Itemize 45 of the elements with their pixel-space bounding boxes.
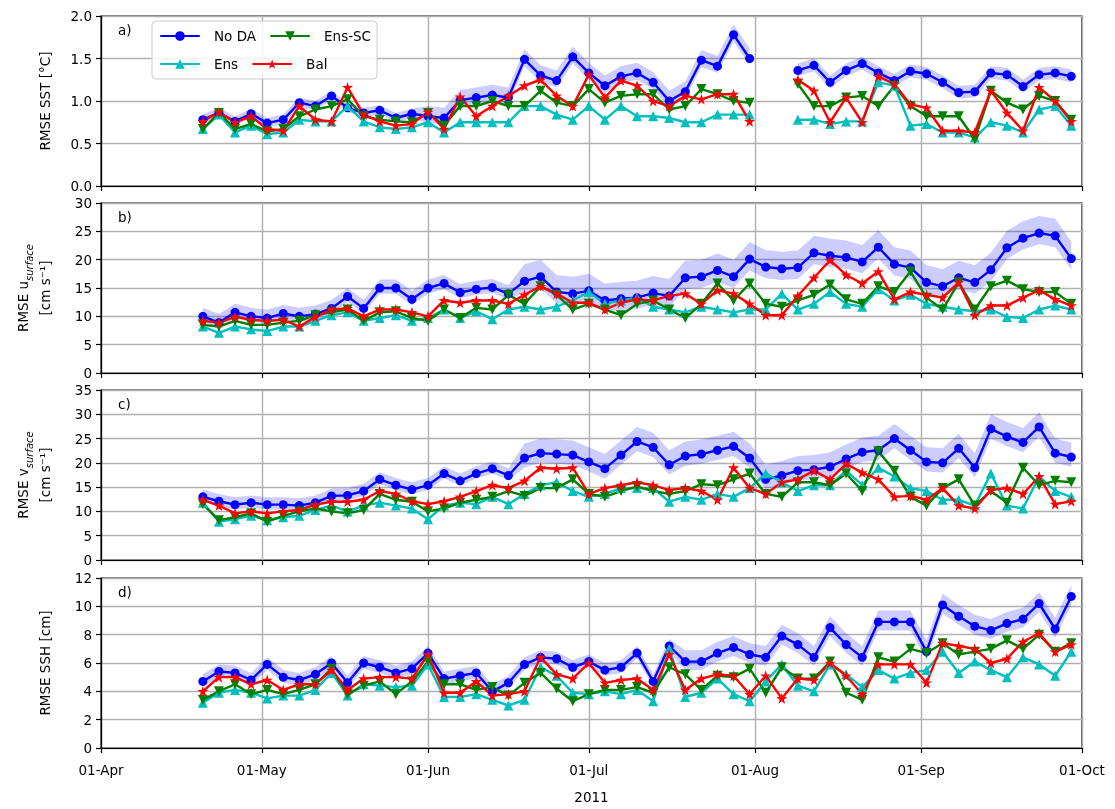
y-tick-label: 8	[83, 626, 92, 643]
y-tick-label: 0	[83, 552, 92, 569]
y-tick-label: 1.0	[70, 92, 92, 109]
y-tick-label: 0	[83, 739, 92, 756]
x-tick-label: 01-May	[236, 761, 287, 778]
y-tick-label: 10	[74, 598, 92, 615]
y-tick-label: 15	[74, 479, 92, 496]
y-tick-label: 30	[74, 406, 92, 423]
legend-label: Ens-SC	[324, 27, 372, 44]
y-tick-label: 1.5	[70, 50, 92, 66]
y-tick-label: 4	[83, 683, 92, 700]
x-tick-label: 01-Oct	[1059, 761, 1105, 778]
annotation: b)	[118, 208, 132, 225]
y-tick-label: 2.0	[70, 7, 92, 24]
x-tick-label: 01-Sep	[897, 761, 945, 778]
y-axis-title: RMSE SSH [cm]	[37, 610, 53, 716]
annotation: a)	[118, 21, 132, 38]
y-tick-label: 30	[74, 194, 92, 211]
x-tick-label: 01-Jun	[406, 761, 450, 778]
y-tick-label: 2	[83, 711, 92, 728]
y-tick-label: 0.5	[70, 135, 92, 151]
y-tick-label: 5	[83, 528, 92, 545]
y-tick-label: 25	[74, 223, 92, 240]
y-tick-label: 25	[74, 430, 92, 447]
x-tick-label: 01-Apr	[78, 761, 124, 778]
y-tick-label: 10	[74, 308, 92, 325]
y-tick-label: 20	[74, 455, 92, 472]
y-tick-label: 20	[74, 251, 92, 268]
annotation: d)	[118, 583, 132, 600]
y-tick-label: 0	[83, 364, 92, 381]
legend-label: Ens	[214, 55, 239, 72]
y-tick-label: 5	[83, 336, 92, 353]
y-tick-label: 12	[74, 569, 92, 586]
legend-label: Bal	[306, 55, 328, 72]
y-tick-label: 10	[74, 503, 92, 520]
x-tick-label: 01-Jul	[569, 761, 609, 778]
y-tick-label: 15	[74, 279, 92, 296]
x-axis-title: 2011	[574, 788, 609, 805]
y-tick-label: 0.0	[70, 177, 92, 194]
y-tick-label: 35	[74, 382, 92, 399]
y-axis-title: RMSE SST [°C]	[37, 51, 53, 150]
legend-label: No DA	[214, 27, 257, 44]
annotation: c)	[118, 396, 131, 413]
x-tick-label: 01-Aug	[730, 761, 780, 778]
y-tick-label: 6	[83, 654, 92, 671]
